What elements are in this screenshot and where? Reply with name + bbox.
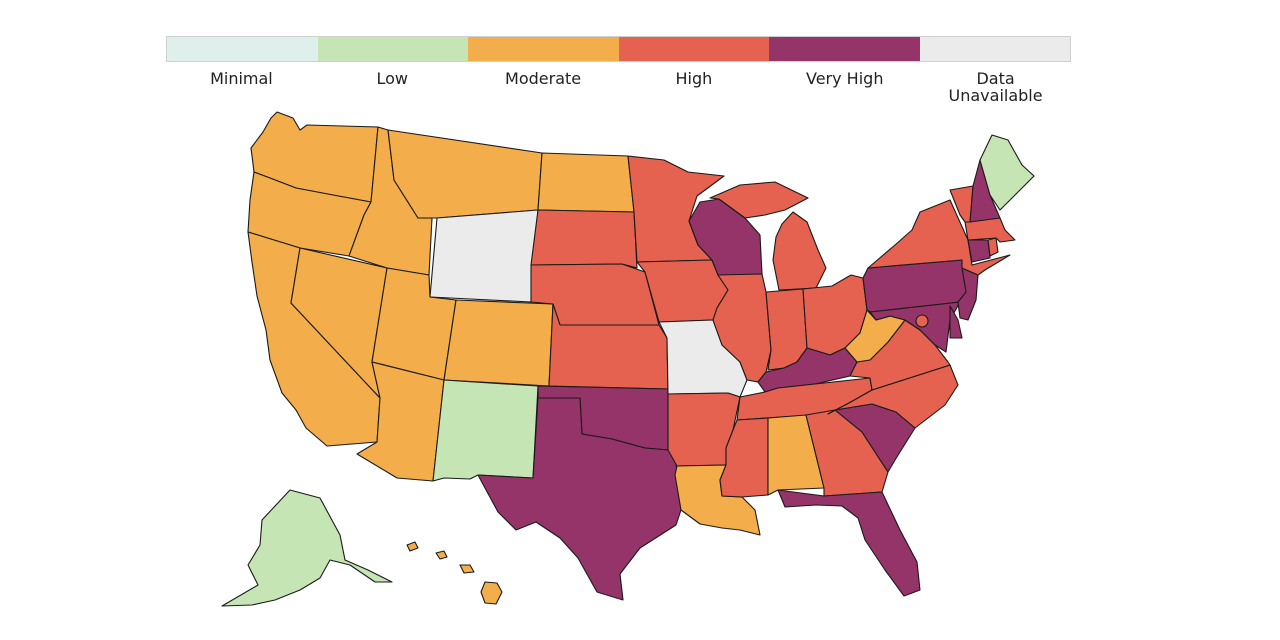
state-alaska[interactable] [221,489,393,607]
state-north-carolina[interactable] [827,364,959,429]
legend-swatch-data-unavailable [919,37,1070,61]
state-new-york[interactable] [867,199,1011,276]
state-new-hampshire[interactable] [969,159,1001,223]
legend-label-high: High [675,69,713,88]
legend-swatch-moderate [468,37,619,61]
state-wyoming[interactable] [429,209,539,303]
state-rhode-island[interactable] [987,237,999,257]
state-texas[interactable] [477,397,682,601]
state-maryland[interactable] [869,301,961,353]
state-connecticut[interactable] [967,239,991,263]
state-florida[interactable] [777,489,921,597]
legend-labels: Minimal Low Moderate High Very High Data… [166,70,1071,104]
state-district-of-columbia[interactable] [915,314,929,328]
state-vermont[interactable] [949,185,974,223]
state-colorado[interactable] [443,299,554,387]
state-hawaii[interactable] [406,541,503,605]
state-south-dakota[interactable] [530,209,638,269]
legend-label-very-high: Very High [806,69,884,88]
legend-swatch-low [317,37,468,61]
state-michigan[interactable] [709,181,827,291]
legend-label-minimal: Minimal [210,69,273,88]
state-new-jersey[interactable] [957,267,979,321]
state-new-mexico[interactable] [432,379,539,482]
state-alabama[interactable] [767,414,825,496]
state-maine[interactable] [979,134,1035,211]
state-delaware[interactable] [949,305,963,339]
state-massachusetts[interactable] [964,217,1016,243]
legend-swatch-minimal [167,37,318,61]
legend-label-data-unavailable: Data Unavailable [948,69,1043,105]
legend-color-bar [166,36,1071,62]
legend-swatch-very-high [769,37,920,61]
legend-label-low: Low [376,69,408,88]
state-north-dakota[interactable] [537,152,635,213]
legend-swatch-high [618,37,769,61]
legend-label-moderate: Moderate [505,69,582,88]
state-montana[interactable] [387,129,543,219]
